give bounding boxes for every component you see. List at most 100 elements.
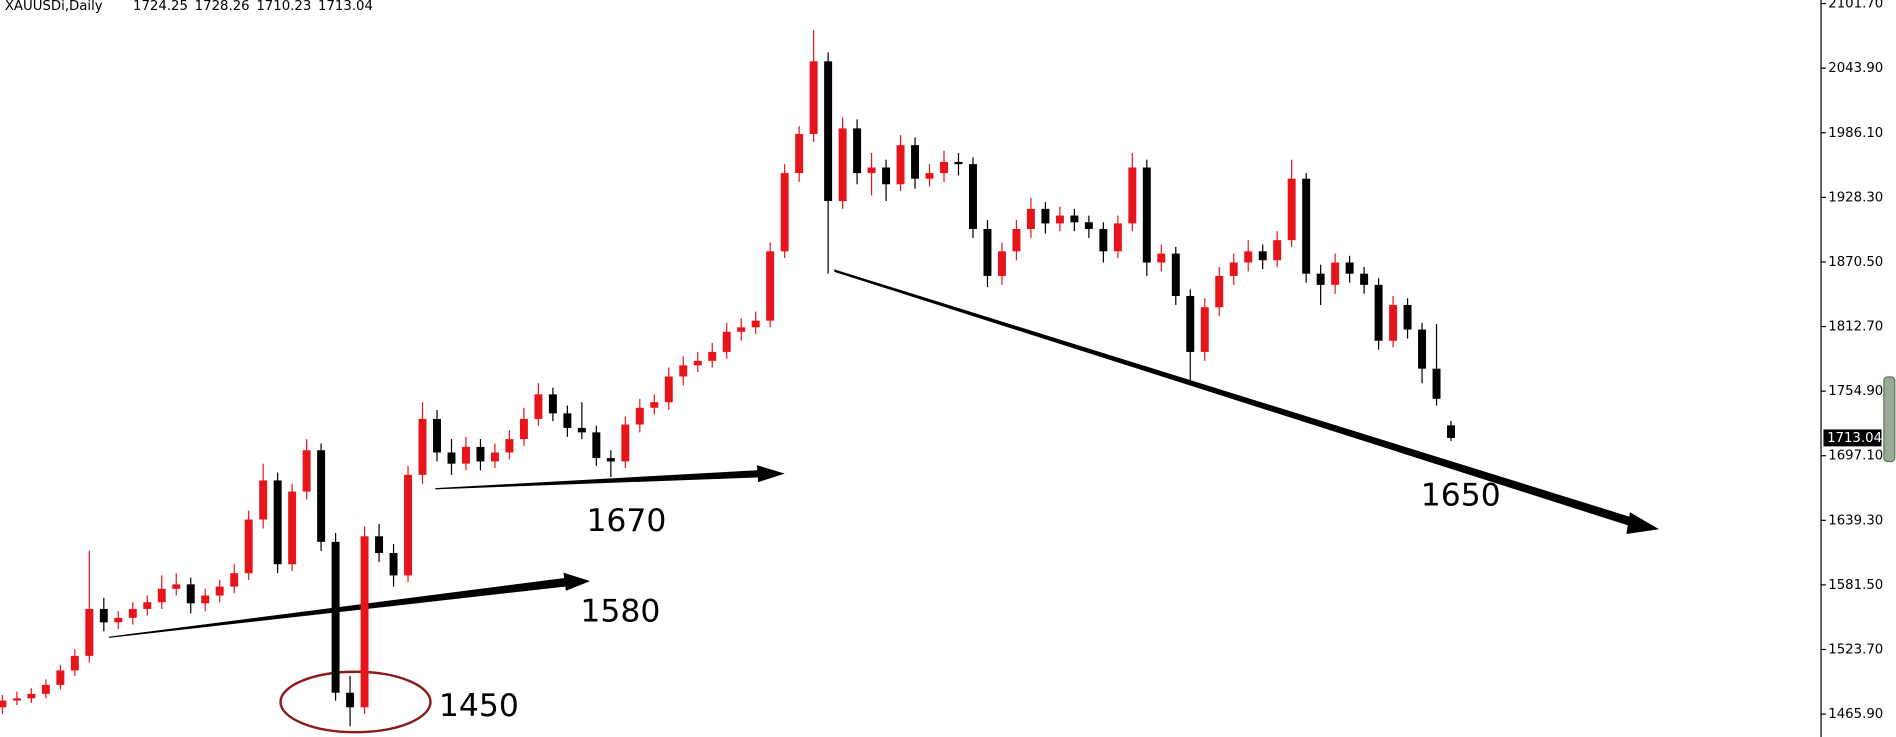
candle-body — [1041, 208, 1050, 224]
candle-body — [1070, 215, 1079, 223]
candle-body — [983, 228, 992, 276]
candle-body — [606, 458, 615, 462]
candle-body — [85, 608, 94, 656]
candle-body — [940, 161, 948, 174]
symbol-label: XAUUSDi,Daily — [5, 0, 103, 14]
candle-body — [0, 700, 7, 708]
candle-body — [1055, 215, 1064, 224]
candle-body — [1084, 222, 1093, 229]
candle-body — [273, 480, 282, 565]
candle-body — [1171, 253, 1180, 297]
candle-body — [621, 424, 630, 462]
header-ohlc: 1728.26 — [195, 0, 250, 14]
candle-body — [172, 584, 181, 589]
candle-body — [737, 327, 746, 332]
candle-body — [476, 446, 485, 462]
candle-body — [1229, 262, 1238, 276]
candle-body — [824, 61, 833, 202]
current-price-label: 1713.04 — [1827, 431, 1882, 446]
candle-body — [1026, 208, 1035, 229]
candle-body — [1316, 273, 1325, 285]
candle-body — [433, 418, 441, 453]
candle-body — [1403, 304, 1412, 330]
candle-body — [360, 536, 369, 708]
arrow-head — [756, 465, 785, 483]
candle-body — [795, 133, 804, 174]
candle-body — [1287, 178, 1296, 241]
candle-body — [838, 128, 847, 202]
candle-body — [157, 588, 166, 603]
candle-body — [1360, 273, 1369, 285]
candle-body — [331, 541, 340, 693]
candle-body — [968, 164, 977, 229]
candle-body — [882, 167, 891, 185]
candle-body — [997, 251, 1006, 276]
candle-body — [259, 480, 268, 520]
candle-body — [27, 693, 36, 699]
candle-body — [1345, 262, 1354, 274]
highlight-ellipse — [279, 670, 432, 734]
candle-body — [1389, 304, 1398, 341]
candle-body — [404, 474, 413, 576]
candle-body — [346, 692, 355, 708]
annotation: 1650 — [1421, 478, 1501, 514]
candle-body — [201, 595, 210, 604]
candle-body — [1258, 251, 1267, 261]
candle-body — [592, 432, 601, 459]
candle-body — [911, 145, 920, 179]
candle-body — [722, 331, 731, 352]
candle-body — [1186, 296, 1195, 352]
y-tick-label: 1870.50 — [1828, 255, 1883, 270]
candle-body — [56, 670, 65, 685]
candle-body — [490, 452, 499, 462]
candle-body — [1374, 284, 1383, 341]
candle-body — [12, 698, 21, 701]
y-tick-label: 1928.30 — [1828, 190, 1883, 205]
candle-body — [1142, 167, 1151, 263]
candle-body — [1432, 368, 1441, 399]
candle-body — [1128, 167, 1137, 224]
candle-body — [751, 320, 760, 328]
candle-body — [99, 608, 108, 623]
candle-body — [114, 617, 123, 623]
candle-body — [288, 491, 297, 565]
candle-body — [505, 439, 514, 453]
header-ohlc: 1724.25 — [133, 0, 188, 14]
candle-body — [447, 452, 456, 464]
candle-body — [548, 394, 557, 414]
candle-body — [693, 360, 702, 366]
candle-body — [1099, 228, 1108, 252]
candle-body — [1331, 262, 1340, 285]
trendline — [108, 577, 571, 638]
candle-body — [418, 418, 427, 475]
candle-body — [925, 173, 934, 179]
y-tick-label: 2101.70 — [1828, 0, 1883, 12]
candle-body — [896, 145, 905, 185]
candle-body — [679, 365, 688, 377]
candle-body — [1157, 253, 1166, 263]
candle-body — [708, 351, 717, 361]
y-tick-label: 1812.70 — [1828, 320, 1883, 335]
y-tick-label: 1986.10 — [1828, 126, 1883, 141]
y-tick-label: 1639.30 — [1828, 513, 1883, 528]
y-tick-label: 1754.90 — [1828, 384, 1883, 399]
candle-body — [215, 586, 224, 596]
scrollbar[interactable] — [1883, 376, 1896, 463]
candle-body — [1200, 307, 1209, 352]
candle-body — [563, 413, 572, 428]
candle-body — [1418, 329, 1427, 369]
candle-body — [389, 553, 398, 576]
y-tick-label: 1523.70 — [1828, 643, 1883, 658]
candle-body — [317, 450, 326, 542]
arrow-head — [1626, 512, 1659, 535]
candle-body — [867, 167, 876, 174]
candle-body — [809, 61, 818, 134]
candle-body — [244, 519, 253, 574]
candle-body — [1113, 223, 1122, 252]
candle-body — [1215, 275, 1224, 308]
arrow-head — [563, 572, 591, 591]
candle-body — [1447, 425, 1456, 438]
candle-body — [780, 173, 789, 252]
